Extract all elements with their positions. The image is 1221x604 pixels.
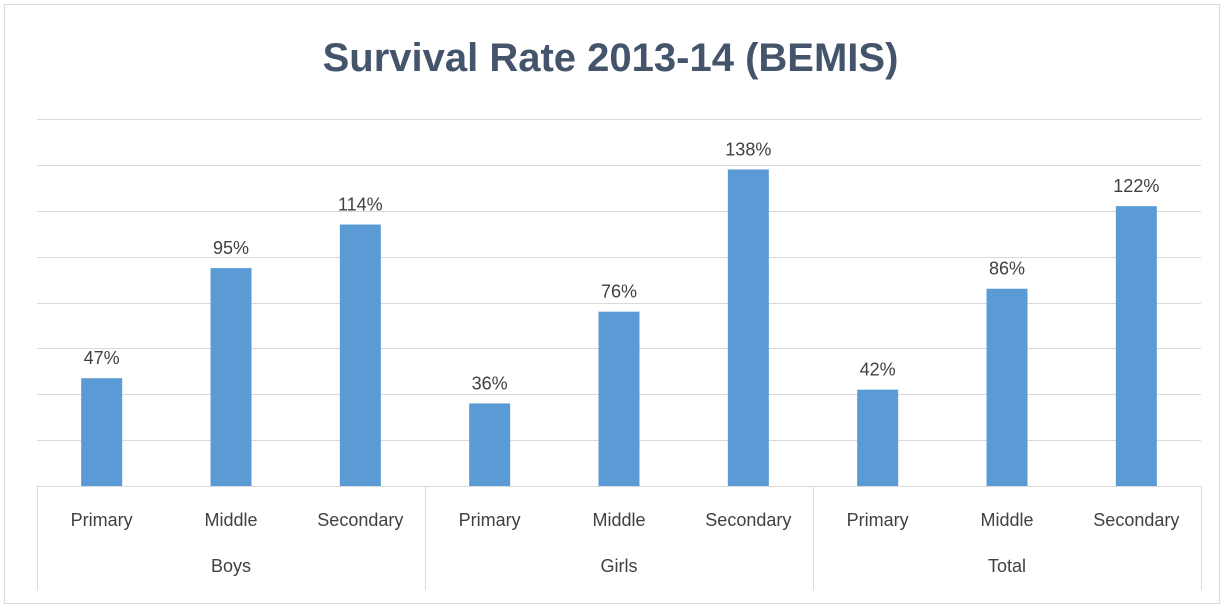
category-label: Middle (980, 510, 1033, 530)
bar (81, 378, 123, 486)
chart-plot: 47% 95% 114% 36% 76% 138% 42% 86% 122% Primary Mi… (37, 119, 1202, 590)
data-label: 36% (472, 373, 508, 393)
bar (469, 403, 511, 486)
data-label: 114% (338, 195, 383, 215)
data-label: 42% (860, 360, 896, 380)
category-label: Secondary (1093, 510, 1179, 530)
data-label: 86% (989, 259, 1025, 279)
group-label: Girls (601, 556, 638, 576)
category-label: Primary (459, 510, 521, 530)
bar (339, 224, 381, 486)
category-label: Primary (847, 510, 909, 530)
bar (857, 389, 899, 486)
data-label: 138% (725, 139, 771, 159)
data-label: 95% (213, 238, 249, 258)
chart-title: Survival Rate 2013-14 (BEMIS) (322, 36, 899, 80)
category-label: Secondary (705, 510, 791, 530)
category-label: Middle (204, 510, 257, 530)
bar (210, 268, 252, 486)
bar (986, 288, 1028, 486)
category-label: Middle (592, 510, 645, 530)
category-axis: Primary Middle Secondary Boys Primary Middle S… (37, 486, 1202, 590)
data-label: 122% (1113, 176, 1159, 196)
category-label: Primary (71, 510, 133, 530)
bar (598, 311, 640, 486)
data-label: 47% (84, 348, 120, 368)
data-label: 76% (601, 282, 637, 302)
group-label: Total (988, 556, 1026, 576)
bar (727, 169, 769, 486)
bar (1115, 206, 1157, 486)
bars: 47% 95% 114% 36% 76% 138% 42% 86% 122% (81, 139, 1159, 486)
group-label: Boys (211, 556, 251, 576)
category-label: Secondary (317, 510, 403, 530)
